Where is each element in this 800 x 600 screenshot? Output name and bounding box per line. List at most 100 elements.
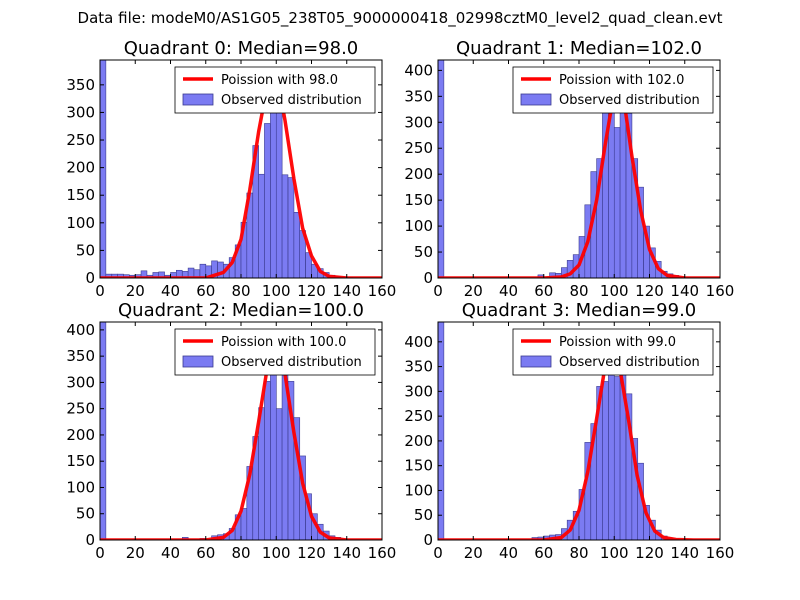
- quadrant-1-histogram-bar: [613, 127, 621, 278]
- quadrant-2-histogram-bar: [270, 350, 277, 540]
- quadrant-2-y-tick-label: 300: [66, 373, 95, 391]
- quadrant-3-x-tick-label: 60: [534, 544, 553, 562]
- quadrant-1-y-tick-label: 200: [404, 165, 433, 183]
- quadrant-0-x-tick-label: 80: [231, 282, 250, 300]
- legend-observed-swatch: [182, 355, 214, 368]
- quadrant-1-x-tick-label: 60: [534, 282, 553, 300]
- legend-observed-swatch: [182, 93, 214, 106]
- quadrant-2-x-tick-label: 160: [368, 544, 397, 562]
- quadrant-0-histogram-bar: [258, 173, 265, 278]
- quadrant-0-histogram-bar: [100, 60, 107, 278]
- quadrant-1-y-tick-label: 400: [404, 61, 433, 79]
- quadrant-2-histogram-bar: [100, 322, 107, 540]
- quadrant-0-y-tick-label: 200: [66, 159, 95, 177]
- quadrant-2-legend: Poission with 100.0 Observed distribution: [174, 328, 376, 376]
- quadrant-0-y-tick-label: 50: [76, 241, 95, 259]
- quadrant-2-y-tick-label: 400: [66, 321, 95, 339]
- quadrant-3-y-tick-label: 0: [423, 531, 433, 549]
- legend-observed-label: Observed distribution: [221, 355, 362, 370]
- quadrant-3-x-tick-label: 0: [433, 544, 443, 562]
- legend-observed-label: Observed distribution: [559, 93, 700, 108]
- quadrant-1-x-tick-label: 40: [499, 282, 518, 300]
- quadrant-0-x-tick-label: 40: [161, 282, 180, 300]
- quadrant-2-histogram-bar: [264, 381, 271, 540]
- quadrant-2-y-tick-label: 150: [66, 452, 95, 470]
- quadrant-1-histogram-bar: [438, 60, 445, 278]
- quadrant-2-marks: [100, 322, 382, 540]
- quadrant-3-title: Quadrant 3: Median=99.0: [462, 300, 697, 321]
- legend-poisson-label: Poission with 98.0: [221, 73, 338, 88]
- legend-observed-label: Observed distribution: [559, 355, 700, 370]
- quadrant-3-y-tick-label: 300: [404, 382, 433, 400]
- quadrant-3-y-tick-label: 200: [404, 432, 433, 450]
- quadrant-3-x-tick-label: 140: [670, 544, 699, 562]
- legend-poisson-label: Poission with 99.0: [559, 335, 676, 350]
- quadrant-1-y-tick-label: 300: [404, 113, 433, 131]
- quadrant-1-x-tick-label: 80: [569, 282, 588, 300]
- quadrant-3-x-tick-label: 100: [600, 544, 629, 562]
- quadrant-2-x-tick-label: 80: [231, 544, 250, 562]
- quadrant-0-x-tick-label: 140: [332, 282, 361, 300]
- quadrant-0-x-tick-label: 160: [368, 282, 397, 300]
- quadrant-2-y-tick-label: 200: [66, 426, 95, 444]
- quadrant-1-y-tick-label: 250: [404, 139, 433, 157]
- quadrant-3-y-tick-label: 150: [404, 457, 433, 475]
- quadrant-0-x-tick-label: 120: [297, 282, 326, 300]
- quadrant-1-y-tick-label: 0: [423, 269, 433, 287]
- quadrant-0-histogram-bar: [140, 270, 148, 278]
- quadrant-3-x-tick-label: 160: [706, 544, 735, 562]
- quadrant-2-panel: 0 20 40 60 80 100 120 140 160 0 50 100 150 200 250 300 3…: [66, 300, 396, 562]
- quadrant-0-marks: [100, 60, 382, 278]
- quadrant-2-y-tick-label: 350: [66, 347, 95, 365]
- quadrant-1-x-tick-label: 120: [635, 282, 664, 300]
- quadrant-2-y-tick-label: 100: [66, 478, 95, 496]
- quadrant-0-x-tick-label: 20: [126, 282, 145, 300]
- legend-observed-label: Observed distribution: [221, 93, 362, 108]
- quadrant-1-y-tick-label: 100: [404, 217, 433, 235]
- quadrant-3-y-tick-label: 50: [414, 506, 433, 524]
- legend-observed-swatch: [520, 93, 552, 106]
- quadrant-1-y-tick-label: 50: [414, 243, 433, 261]
- quadrant-0-y-tick-label: 150: [66, 186, 95, 204]
- quadrant-2-x-tick-label: 120: [297, 544, 326, 562]
- quadrant-2-y-tick-label: 0: [85, 531, 95, 549]
- quadrant-2-x-tick-label: 40: [161, 544, 180, 562]
- quadrant-0-histogram-bar: [287, 177, 295, 278]
- quadrant-1-x-tick-label: 100: [600, 282, 629, 300]
- quadrant-3-x-tick-label: 120: [635, 544, 664, 562]
- quadrant-2-y-tick-label: 50: [76, 505, 95, 523]
- quadrant-3-y-tick-label: 350: [404, 358, 433, 376]
- quadrant-0-title: Quadrant 0: Median=98.0: [124, 38, 359, 59]
- quadrant-0-y-tick-label: 300: [66, 103, 95, 121]
- quadrant-0-histogram-bar: [281, 174, 289, 278]
- legend-poisson-label: Poission with 100.0: [221, 335, 346, 350]
- quadrant-3-y-tick-label: 100: [404, 481, 433, 499]
- quadrant-1-y-tick-label: 150: [404, 191, 433, 209]
- quadrant-0-x-tick-label: 0: [95, 282, 105, 300]
- quadrant-1-y-tick-label: 350: [404, 87, 433, 105]
- quadrant-3-panel: 0 20 40 60 80 100 120 140 160 0 50 100 150 200 250 300 3…: [404, 300, 734, 562]
- quadrant-2-x-tick-label: 20: [126, 544, 145, 562]
- quadrant-0-y-tick-label: 350: [66, 76, 95, 94]
- quadrant-3-x-tick-label: 40: [499, 544, 518, 562]
- quadrant-0-legend: Poission with 98.0 Observed distribution: [174, 66, 376, 114]
- quadrant-2-y-tick-label: 250: [66, 400, 95, 418]
- quadrant-3-x-tick-label: 20: [464, 544, 483, 562]
- quadrant-3-x-tick-label: 80: [569, 544, 588, 562]
- quadrant-0-y-tick-label: 100: [66, 214, 95, 232]
- quadrant-0-histogram-bar: [275, 108, 283, 278]
- quadrant-2-x-tick-label: 140: [332, 544, 361, 562]
- quadrant-2-title: Quadrant 2: Median=100.0: [118, 300, 364, 321]
- quadrant-0-x-tick-label: 60: [196, 282, 215, 300]
- quadrant-2-x-tick-label: 100: [262, 544, 291, 562]
- quadrant-0-y-tick-label: 0: [85, 269, 95, 287]
- quadrant-1-x-tick-label: 160: [706, 282, 735, 300]
- quadrant-1-x-tick-label: 20: [464, 282, 483, 300]
- suptitle: Data file: modeM0/AS1G05_238T05_90000004…: [78, 9, 723, 28]
- quadrant-3-histogram-bar: [613, 376, 621, 540]
- quadrant-3-histogram-bar: [602, 381, 609, 540]
- quadrant-2-histogram-bar: [275, 408, 283, 540]
- quadrant-1-x-tick-label: 140: [670, 282, 699, 300]
- quadrant-3-legend: Poission with 99.0 Observed distribution: [512, 328, 714, 376]
